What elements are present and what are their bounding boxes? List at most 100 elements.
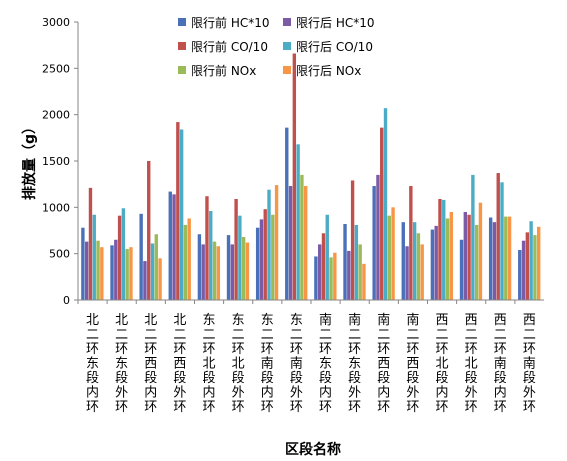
bar (114, 239, 118, 300)
bar (343, 224, 347, 300)
y-tick-label: 2000 (42, 109, 70, 122)
bar (362, 263, 366, 300)
bar (92, 214, 96, 300)
legend-swatch (178, 66, 186, 74)
bar (88, 187, 93, 300)
legend-swatch (283, 18, 291, 26)
bar (201, 244, 205, 300)
bar (238, 215, 242, 300)
x-category-label: 西二环南段内环 (494, 313, 507, 415)
x-category-label: 东二环北段内环 (203, 313, 216, 415)
x-category-label: 西二环南段外环 (523, 313, 536, 415)
bar (304, 186, 308, 300)
bar (226, 235, 231, 300)
x-category-label: 南二环东段外环 (348, 312, 361, 415)
bar (255, 227, 260, 300)
bar (197, 234, 202, 300)
bar (474, 224, 479, 300)
bar (245, 242, 250, 300)
bar (329, 257, 333, 300)
bar (84, 241, 89, 300)
bar (143, 261, 147, 300)
bar (347, 250, 351, 300)
bar (212, 241, 217, 300)
bar (430, 229, 435, 300)
bar (434, 225, 438, 300)
bar (500, 182, 504, 300)
bar (412, 222, 417, 300)
bar (139, 213, 143, 300)
x-category-label: 北二环西段内环 (144, 313, 157, 415)
bar (168, 191, 172, 300)
x-category-label: 西二环北段外环 (465, 313, 478, 415)
bar (158, 258, 162, 300)
bar (274, 185, 279, 300)
bar (125, 249, 129, 300)
x-category-labels: 北二环东段内环 北二环东段外环 北二环西段内环 北二环西段外环 东二环北段内环 东二环北段… (86, 312, 536, 415)
bar (100, 247, 104, 300)
bar (533, 235, 537, 300)
legend-label: 限行后 HC*10 (296, 16, 375, 30)
bar (314, 256, 318, 300)
x-category-label: 东二环南段内环 (261, 313, 274, 415)
bar (459, 239, 464, 300)
x-category-label: 东二环北段外环 (232, 313, 245, 415)
bar (110, 245, 114, 300)
bar (288, 186, 293, 300)
legend-label: 限行前 HC*10 (191, 15, 270, 30)
x-category-label: 南二环西段外环 (406, 312, 419, 415)
bar (387, 215, 391, 300)
bar (121, 208, 126, 300)
bar (401, 222, 405, 300)
bar (150, 243, 155, 300)
bar (216, 246, 221, 300)
bar (358, 244, 362, 300)
y-ticks-group: 0 500 1000 1500 2000 2500 3000 (42, 16, 78, 307)
x-category-label: 西二环北段内环 (436, 313, 449, 415)
bar (416, 233, 421, 300)
legend: 限行前 HC*10 限行后 HC*10 限行前 CO/10 限行后 CO/10 限行前 … (178, 15, 375, 78)
bar (325, 214, 329, 300)
y-tick-label: 1000 (42, 201, 70, 214)
bar (172, 194, 176, 300)
bar (267, 189, 271, 300)
bar (81, 227, 85, 300)
bar (471, 174, 475, 300)
bar (507, 216, 512, 300)
bar (179, 129, 184, 300)
bar (129, 247, 133, 300)
bar (147, 161, 151, 300)
x-category-label: 北二环东段内环 (86, 313, 99, 415)
y-tick-label: 2500 (42, 62, 70, 75)
bar (317, 244, 322, 300)
bar (263, 209, 267, 300)
bar (285, 127, 289, 300)
bar (478, 202, 483, 300)
bar (234, 198, 238, 300)
bar (518, 249, 522, 300)
bar (154, 234, 158, 300)
x-category-label: 南二环西段内环 (377, 312, 390, 415)
bar (438, 198, 442, 300)
bar (467, 214, 471, 300)
bar (296, 144, 300, 300)
bar (492, 222, 497, 300)
bar (383, 108, 388, 301)
bar (350, 180, 355, 300)
bar (504, 216, 508, 300)
bar (496, 173, 500, 300)
x-category-label: 南二环东段内环 (319, 312, 332, 415)
bar (354, 224, 359, 300)
bar (420, 244, 424, 300)
legend-label: 限行前 NOx (191, 63, 256, 78)
bar (183, 224, 188, 300)
bar (525, 232, 530, 300)
bar (176, 122, 180, 300)
y-tick-label: 500 (49, 248, 70, 261)
legend-swatch (283, 42, 291, 50)
bar (463, 211, 468, 300)
legend-swatch (178, 18, 186, 26)
y-tick-label: 0 (63, 294, 70, 307)
legend-label: 限行前 CO/10 (191, 39, 268, 54)
